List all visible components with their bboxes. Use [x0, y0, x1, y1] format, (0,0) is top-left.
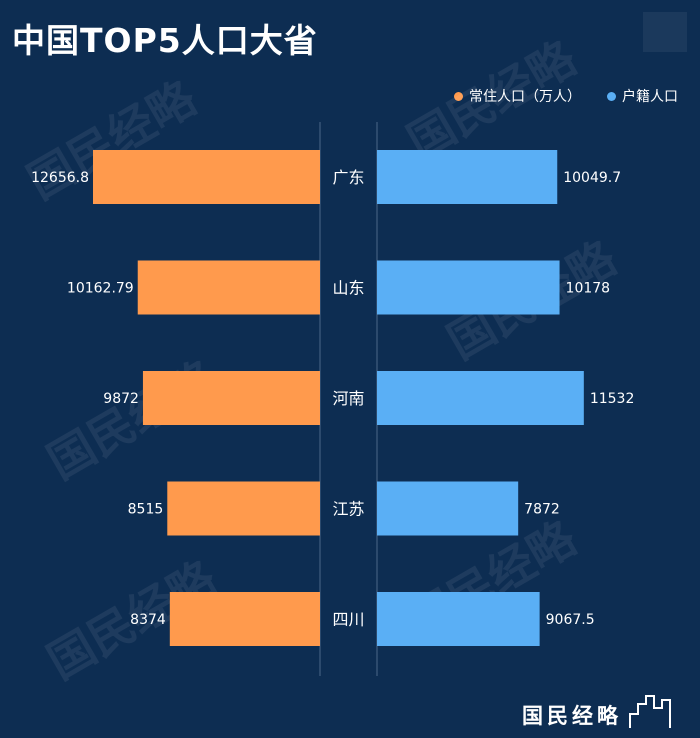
bar-left-3	[167, 481, 320, 536]
legend-item-right: 户籍人口	[607, 86, 678, 106]
bar-right-0	[377, 150, 558, 204]
value-label-right-1: 10178	[566, 281, 611, 297]
bar-left-4	[169, 592, 320, 646]
value-label-left-2: 9872	[103, 391, 139, 407]
bar-right-1	[377, 260, 560, 315]
legend-item-left: 常住人口（万人）	[454, 86, 581, 106]
value-label-left-1: 10162.79	[67, 281, 134, 297]
legend-label-left: 常住人口（万人）	[469, 89, 581, 105]
chart-title: 中国TOP5人口大省	[12, 21, 318, 60]
value-label-left-3: 8515	[128, 502, 164, 518]
value-label-right-0: 10049.7	[563, 170, 621, 186]
legend-dot-orange-icon	[454, 91, 463, 101]
bar-right-3	[377, 481, 519, 536]
category-label-0: 广东	[332, 168, 364, 187]
corner-logo-icon	[643, 12, 687, 52]
building-icon	[629, 695, 671, 728]
category-label-2: 河南	[332, 389, 364, 408]
brand-text: 国民经略	[522, 703, 622, 728]
legend-dot-blue-icon	[607, 91, 616, 101]
bar-left-2	[142, 371, 320, 425]
watermark-1: 国民经略	[399, 30, 586, 169]
bar-left-1	[137, 260, 320, 315]
bar-right-4	[377, 592, 540, 646]
bar-right-2	[377, 371, 584, 425]
category-label-4: 四川	[332, 610, 364, 629]
category-label-3: 江苏	[332, 500, 364, 519]
legend-label-right: 户籍人口	[622, 89, 678, 105]
legend: 常住人口（万人） 户籍人口	[454, 86, 678, 106]
value-label-right-2: 11532	[590, 391, 635, 407]
value-label-left-0: 12656.8	[31, 170, 89, 186]
bar-left-0	[93, 150, 320, 204]
value-label-right-3: 7872	[524, 502, 560, 518]
brand-logo: 国民经略	[522, 694, 680, 730]
value-label-right-4: 9067.5	[546, 612, 595, 628]
value-label-left-4: 8374	[130, 612, 166, 628]
category-label-1: 山东	[332, 279, 364, 298]
